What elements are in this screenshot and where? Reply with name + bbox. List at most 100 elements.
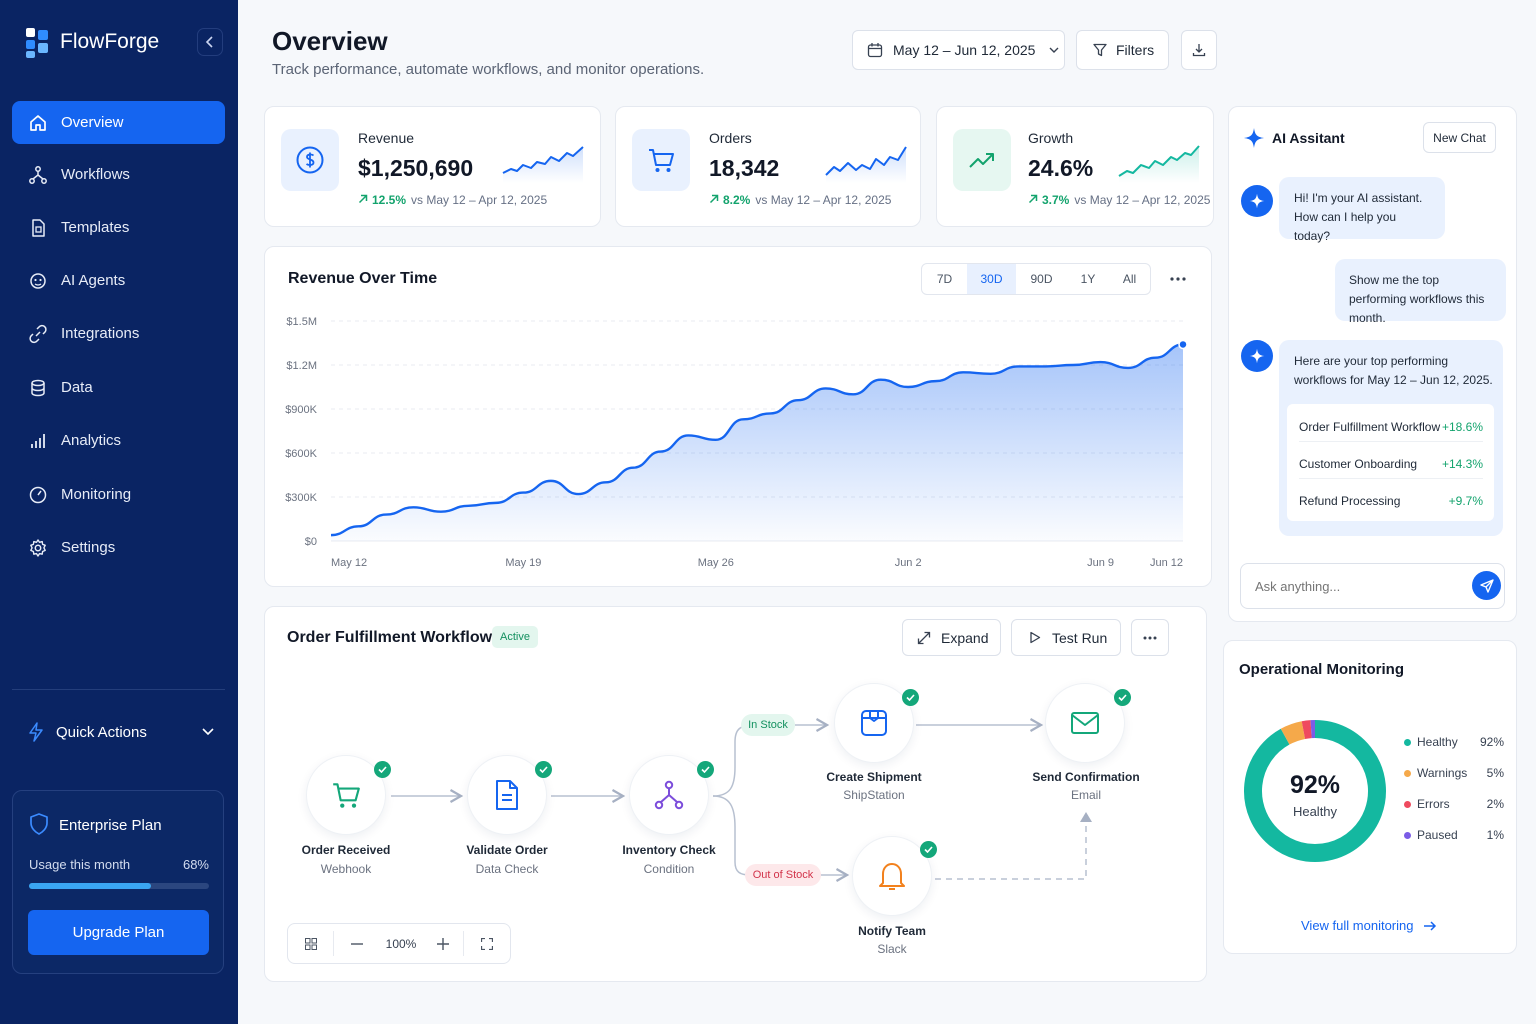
workflow-node-validate-order[interactable] — [467, 755, 547, 835]
range-tab-all[interactable]: All — [1122, 272, 1137, 286]
chart-more-button[interactable] — [1165, 267, 1191, 291]
dollar-icon — [296, 146, 324, 174]
legend-item-errors: Errors 2% — [1404, 797, 1504, 811]
chevron-down-icon — [1049, 47, 1059, 53]
sidebar-item-ai-agents[interactable]: AI Agents — [12, 259, 225, 302]
grid-view-button[interactable] — [288, 931, 334, 956]
kpi-label: Growth — [1028, 130, 1074, 146]
revenue-line — [330, 343, 1184, 537]
filters-button[interactable]: Filters — [1076, 30, 1169, 70]
range-tab-1y[interactable]: 1Y — [1080, 272, 1096, 286]
mail-icon — [1071, 712, 1099, 734]
legend-item-healthy: Healthy 92% — [1404, 735, 1504, 749]
test-run-label: Test Run — [1052, 629, 1108, 646]
row-divider — [1299, 441, 1483, 442]
workflow-node-order-received[interactable] — [306, 755, 386, 835]
view-full-monitoring-link[interactable]: View full monitoring — [1301, 918, 1437, 933]
link-label: View full monitoring — [1301, 918, 1414, 933]
workflow-change: +9.7% — [1448, 494, 1483, 508]
sidebar-item-overview[interactable]: Overview — [12, 101, 225, 144]
send-button[interactable] — [1472, 571, 1501, 600]
x-tick-label: May 19 — [505, 557, 541, 569]
x-tick-label: Jun 2 — [895, 557, 922, 569]
donut-slice-warnings — [1280, 721, 1306, 745]
legend-label: Errors — [1417, 797, 1450, 811]
box-icon — [861, 710, 887, 736]
workflow-status-badge: Active — [492, 626, 538, 648]
sidebar-item-settings[interactable]: Settings — [12, 526, 225, 569]
kpi-delta-value: 12.5% — [372, 193, 407, 207]
legend-dot — [1404, 738, 1411, 746]
download-button[interactable] — [1181, 30, 1217, 70]
range-selector: 7D 30D 90D 1Y All — [921, 263, 1151, 295]
download-icon — [1192, 44, 1206, 57]
sidebar-item-workflows[interactable]: Workflows — [12, 153, 225, 196]
kpi-icon-box — [953, 129, 1011, 191]
node-title: Send Confirmation — [1032, 770, 1140, 784]
legend-value: 5% — [1486, 766, 1504, 780]
collapse-sidebar-button[interactable] — [197, 28, 223, 56]
expand-label: Expand — [941, 629, 989, 646]
sidebar-item-label: Overview — [61, 114, 124, 131]
zoom-in-button[interactable] — [422, 931, 464, 956]
template-icon — [32, 218, 45, 237]
ai-assistant-card: AI Assitant New Chat Hi! I'm your AI ass… — [1228, 106, 1517, 622]
fullscreen-icon — [481, 937, 493, 950]
legend-item-paused: Paused 1% — [1404, 828, 1504, 842]
sidebar-item-data[interactable]: Data — [12, 366, 225, 409]
row-divider — [1299, 478, 1483, 479]
database-icon — [31, 379, 45, 396]
expand-button[interactable]: Expand — [902, 619, 1001, 656]
quick-actions-toggle[interactable]: Quick Actions — [28, 720, 214, 744]
range-tab-90d[interactable]: 90D — [1030, 272, 1053, 286]
workflow-more-button[interactable] — [1131, 619, 1169, 656]
revenue-latest-point[interactable] — [1178, 339, 1188, 350]
sidebar-item-templates[interactable]: Templates — [12, 206, 225, 249]
workflow-node-notify-team[interactable] — [852, 836, 932, 916]
test-run-button[interactable]: Test Run — [1011, 619, 1121, 656]
chat-input[interactable] — [1255, 576, 1455, 596]
sidebar-item-integrations[interactable]: Integrations — [12, 312, 225, 355]
range-tab-7d[interactable]: 7D — [936, 272, 953, 286]
kpi-compare: vs May 12 – Apr 12, 2025 — [411, 193, 548, 207]
top-workflow-row[interactable]: Refund Processing +9.7% — [1299, 492, 1483, 511]
legend-label: Paused — [1417, 828, 1458, 842]
legend-label: Healthy — [1417, 735, 1458, 749]
kpi-value: $1,250,690 — [358, 155, 474, 181]
legend-value: 1% — [1486, 828, 1504, 842]
revenue-chart-card: Revenue Over Time 7D 30D 90D 1Y All $0 $3… — [264, 246, 1212, 587]
range-tab-30d[interactable]: 30D — [967, 264, 1016, 294]
kpi-sparkline — [502, 146, 584, 183]
more-horizontal-icon — [1143, 636, 1157, 639]
sidebar-item-monitoring[interactable]: Monitoring — [12, 473, 225, 516]
page-subtitle: Track performance, automate workflows, a… — [272, 61, 705, 78]
sidebar-item-analytics[interactable]: Analytics — [12, 419, 225, 462]
monitoring-donut-chart — [1244, 720, 1386, 862]
node-subtitle: Email — [1070, 788, 1101, 802]
top-workflow-row[interactable]: Order Fulfillment Workflow +18.6% — [1299, 418, 1483, 437]
y-tick-label: $300K — [285, 492, 317, 504]
sidebar-divider — [12, 689, 225, 690]
kpi-compare: vs May 12 – Apr 12, 2025 — [755, 193, 892, 207]
x-tick-label: Jun 12 — [1150, 557, 1183, 569]
workflow-node-create-shipment[interactable] — [834, 683, 914, 763]
top-workflow-row[interactable]: Customer Onboarding +14.3% — [1299, 455, 1483, 474]
date-range-picker[interactable]: May 12 – Jun 12, 2025 — [852, 30, 1065, 70]
new-chat-button[interactable]: New Chat — [1423, 122, 1496, 153]
workflow-connectors — [391, 718, 1092, 882]
node-title: Order Received — [301, 843, 391, 857]
upgrade-plan-button[interactable]: Upgrade Plan — [28, 910, 209, 955]
legend-item-warnings: Warnings 5% — [1404, 766, 1504, 780]
workflow-node-send-confirmation[interactable] — [1045, 683, 1125, 763]
zoom-controls: 100% — [287, 923, 511, 964]
x-tick-label: May 26 — [698, 557, 734, 569]
workflow-node-inventory-check[interactable] — [629, 755, 709, 835]
fullscreen-button[interactable] — [464, 937, 510, 950]
link-icon — [29, 324, 47, 343]
flowforge-logo-icon — [26, 28, 48, 58]
zoom-out-button[interactable] — [334, 942, 380, 945]
x-tick-label: Jun 9 — [1087, 557, 1114, 569]
filter-icon — [1093, 43, 1107, 57]
check-icon — [1114, 689, 1131, 706]
node-title: Notify Team — [858, 924, 926, 938]
